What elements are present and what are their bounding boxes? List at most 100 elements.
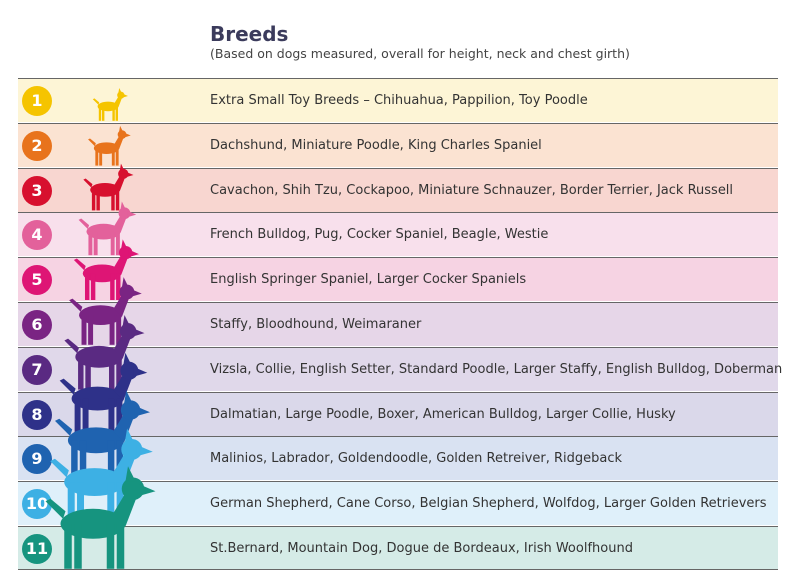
table-row: 11 St.Bernard, Mountain Dog, Dogue de Bor… [18,526,778,570]
dog-tail [88,138,96,147]
dog-ear [120,201,126,210]
dog-silhouette [64,314,145,390]
dog-leg [116,315,122,345]
dog-leg [116,273,121,300]
dog-tail [50,458,69,478]
row-number: 8 [22,399,52,430]
dog-leg [116,440,123,480]
dog-tail [69,298,83,312]
dog-snout [122,93,128,98]
dog-snout [138,483,156,497]
breed-list: St.Bernard, Mountain Dog, Dogue de Borde… [210,541,633,556]
dog-leg [106,523,115,569]
dog-ear [119,125,123,132]
dog-leg [93,231,98,256]
dog-leg [108,398,115,435]
breed-list: English Springer Spaniel, Larger Cocker … [210,272,527,288]
row-number: 2 [22,130,52,161]
dog-ear [123,352,132,365]
dog-ear [124,428,135,443]
dog-leg [115,148,119,166]
dog-leg [88,231,93,256]
dog-leg [74,523,82,569]
dog-leg [85,356,91,390]
row-number: 10 [22,489,52,520]
row-number: 4 [22,220,52,251]
dog-leg [79,440,87,480]
dog-leg [82,398,89,435]
dog-leg [71,440,78,480]
dog-silhouette [88,125,131,166]
dog-snout [131,327,145,337]
table-row: 6 Staffy, Bloodhound, Weimaraner [18,302,778,346]
dog-leg [109,356,115,390]
dog-leg [98,106,102,121]
breed-list: Dalmatian, Large Poodle, Boxer, American… [210,406,676,422]
dog-leg [99,148,103,166]
breed-list: Vizsla, Collie, English Setter, Standard… [210,361,783,377]
table-row: 2 Dachshund, Miniature Poodle, King Charl… [18,122,778,167]
breed-list: French Bulldog, Pug, Cocker Spaniel, Bea… [210,227,549,243]
dog-leg [74,398,81,435]
dog-ear [118,88,122,93]
dog-leg [110,273,115,300]
dog-snout [125,171,134,178]
dog-leg [112,106,115,121]
table-row: 1 Extra Small Toy Breeds – Chihuahua, Pap… [18,78,778,122]
dog-ear [125,466,136,482]
dog-silhouette [92,88,128,121]
dog-silhouette [73,239,139,300]
dog-tail [78,218,90,229]
dog-leg [78,356,84,390]
dog-ear [122,314,130,326]
table-row: 8 Dalmatian, Large Poodle, Boxer, America… [18,391,778,436]
dog-ear [119,163,125,171]
dog-leg [116,398,123,435]
row-number: 7 [22,354,52,385]
row-number: 3 [22,175,52,206]
dog-silhouette [54,390,150,480]
dog-tail [59,378,76,395]
row-number: 5 [22,265,52,296]
dog-leg [102,106,105,121]
dog-ear [121,239,128,249]
dog-tail [73,258,86,271]
dog-leg [88,315,94,345]
table-row: 5 English Springer Spaniel, Larger Cocker… [18,257,778,302]
dog-snout [130,288,142,297]
dog-tail [54,418,73,436]
dog-leg [91,189,96,211]
dog-silhouette [83,163,134,211]
dog-tail [64,338,79,354]
dog-snout [134,405,150,417]
table-row: 9 Malinios, Labrador, Goldendoodle, Golde… [18,436,778,481]
row-number: 9 [22,444,52,475]
dog-leg [107,440,115,480]
dog-snout [128,249,139,258]
dog-leg [95,148,99,166]
dog-snout [123,132,131,138]
dog-leg [116,523,125,569]
breed-list: Cavachon, Shih Tzu, Cockapoo, Miniature … [210,182,734,198]
dog-leg [115,106,118,121]
dog-leg [111,148,115,166]
row-number: 11 [22,534,52,564]
breed-list: Malinios, Labrador, Goldendoodle, Golden… [210,451,623,467]
dog-snout [133,366,148,377]
dog-leg [81,315,87,345]
dog-ear [124,390,133,404]
dog-leg [115,189,120,211]
dog-tail [83,178,93,188]
title: Breeds [210,22,289,46]
dog-leg [111,189,115,211]
dog-leg [115,231,120,256]
table-row: 4 French Bulldog, Pug, Cocker Spaniel, Be… [18,212,778,257]
breed-list: Dachshund, Miniature Poodle, King Charle… [210,137,542,153]
breed-list: German Shepherd, Cane Corso, Belgian She… [210,496,767,512]
breed-list: Staffy, Bloodhound, Weimaraner [210,317,422,332]
row-number: 6 [22,310,52,340]
dog-silhouette [69,277,142,345]
dog-silhouette [78,201,137,256]
